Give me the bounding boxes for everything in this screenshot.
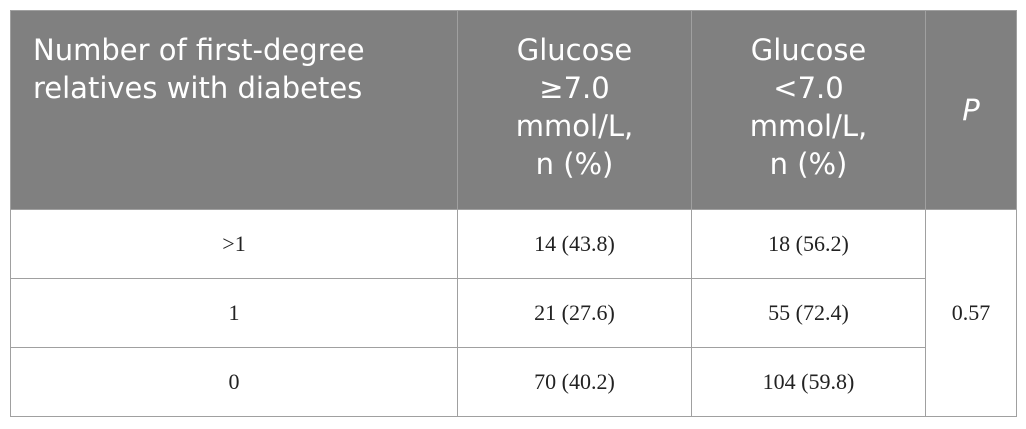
header-line: mmol/L, bbox=[749, 109, 868, 143]
header-line: Glucose bbox=[516, 33, 633, 67]
cell: 70 (40.2) bbox=[457, 347, 692, 417]
header-line: mmol/L, bbox=[515, 109, 634, 143]
body-row: 1 21 (27.6) 55 (72.4) bbox=[10, 278, 1017, 348]
cell: 21 (27.6) bbox=[457, 278, 692, 348]
cell: 14 (43.8) bbox=[457, 209, 692, 279]
header-line: relatives with diabetes bbox=[33, 71, 363, 105]
header-line: Number of first-degree bbox=[33, 33, 365, 67]
header-line: P bbox=[962, 93, 980, 127]
header-row: Number of first-degree relatives with di… bbox=[10, 10, 1017, 210]
header-cell: Number of first-degree relatives with di… bbox=[10, 10, 458, 210]
header-line: <7.0 bbox=[773, 71, 844, 105]
header-line: n (%) bbox=[769, 147, 848, 181]
cell: 0.57 bbox=[925, 209, 1017, 417]
cell: >1 bbox=[10, 209, 458, 279]
header-cell: Glucose ≥7.0 mmol/L, n (%) bbox=[457, 10, 692, 210]
cell: 0 bbox=[10, 347, 458, 417]
cell: 104 (59.8) bbox=[691, 347, 926, 417]
cell: 18 (56.2) bbox=[691, 209, 926, 279]
body-row: 0 70 (40.2) 104 (59.8) bbox=[10, 347, 1017, 417]
header-line: ≥7.0 bbox=[539, 71, 610, 105]
body-row: >1 14 (43.8) 18 (56.2) 0.57 bbox=[10, 209, 1017, 417]
header-cell: Glucose <7.0 mmol/L, n (%) bbox=[691, 10, 926, 210]
cell: 55 (72.4) bbox=[691, 278, 926, 348]
header-cell: P bbox=[925, 10, 1017, 210]
data-table: Number of first-degree relatives with di… bbox=[10, 10, 1017, 417]
header-line: Glucose bbox=[750, 33, 867, 67]
cell: 1 bbox=[10, 278, 458, 348]
header-line: n (%) bbox=[535, 147, 614, 181]
